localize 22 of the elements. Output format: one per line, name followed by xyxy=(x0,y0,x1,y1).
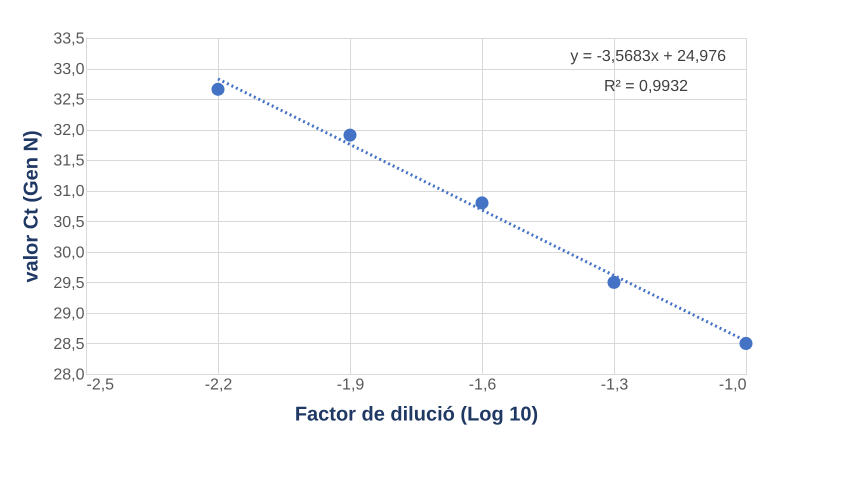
y-tick-label: 28,0 xyxy=(53,366,85,384)
y-tick-label: 30,5 xyxy=(53,214,85,231)
x-tick-label: -1,0 xyxy=(718,376,747,394)
y-tick-label: 30,0 xyxy=(53,244,85,262)
y-tick-label: 29,0 xyxy=(53,305,85,322)
y-tick-label: 33,5 xyxy=(53,30,85,48)
x-tick-label: -1,3 xyxy=(600,376,628,394)
y-tick-label: 32,0 xyxy=(53,122,85,140)
x-tick-label: -2,5 xyxy=(86,376,114,394)
x-tick-label: -1,9 xyxy=(336,376,364,394)
x-tick-label: -2,2 xyxy=(204,376,232,394)
y-axis-title: valor Ct (Gen N) xyxy=(20,130,42,283)
x-tick-label: -1,6 xyxy=(468,376,496,394)
annotation: y = -3,5683x + 24,976 xyxy=(570,48,726,65)
y-tick-label: 31,5 xyxy=(53,152,85,170)
y-tick-label: 32,5 xyxy=(53,92,85,109)
y-tick-label: 28,5 xyxy=(53,336,85,353)
annotation: R² = 0,9932 xyxy=(604,78,688,95)
y-tick-label: 31,0 xyxy=(53,183,85,200)
y-tick-label: 33,0 xyxy=(53,61,85,78)
y-tick-label: 29,5 xyxy=(53,274,85,292)
x-axis-title: Factor de dilució (Log 10) xyxy=(294,404,538,426)
